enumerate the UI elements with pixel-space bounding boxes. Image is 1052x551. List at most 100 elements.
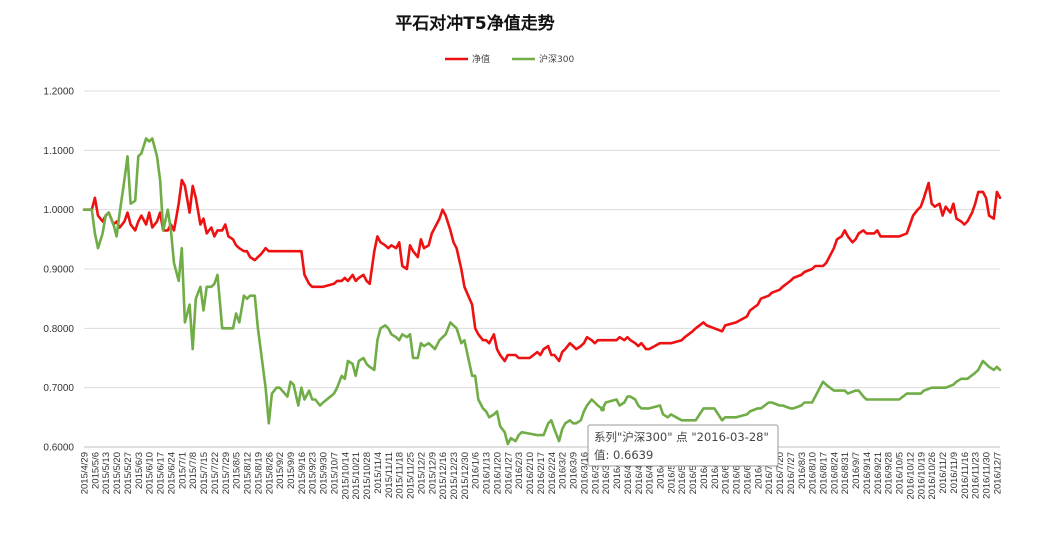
x-tick-label: 2015/7/22 xyxy=(210,452,221,494)
x-tick-label: 2016/6/8 xyxy=(710,452,721,489)
x-tick-label: 2015/9/30 xyxy=(319,452,330,494)
x-tick-label: 2015/7/29 xyxy=(221,452,232,494)
x-tick-label: 2016/4/27 xyxy=(645,452,656,494)
x-tick-label: 2015/7/8 xyxy=(188,452,199,489)
x-tick-label: 2016/1/20 xyxy=(493,452,504,494)
y-tick-label: 0.6000 xyxy=(43,443,74,454)
x-tick-label: 2015/5/20 xyxy=(112,452,123,494)
x-tick-label: 2016/1/13 xyxy=(482,452,493,494)
x-tick-label: 2016/11/9 xyxy=(949,452,960,494)
x-tick-label: 2015/8/5 xyxy=(232,452,243,489)
x-tick-label: 2016/2/24 xyxy=(547,452,558,494)
x-tick-label: 2016/5/18 xyxy=(677,452,688,494)
legend-label-net-value: 净值 xyxy=(472,53,490,65)
tooltip-box xyxy=(587,424,779,467)
x-tick-label: 2015/11/25 xyxy=(406,452,417,499)
x-tick-label: 2016/5/25 xyxy=(688,452,699,494)
series-line-hs300[interactable] xyxy=(82,137,1002,446)
legend: 净值 沪深300 xyxy=(445,53,574,65)
x-tick-label: 2016/1/27 xyxy=(503,452,514,494)
x-tick-label: 2016/5/4 xyxy=(656,452,667,489)
x-tick-label: 2016/11/30 xyxy=(982,452,993,499)
x-tick-label: 2016/9/28 xyxy=(884,452,895,494)
x-tick-label: 2016/10/26 xyxy=(927,452,938,500)
x-tick-label: 2016/2/3 xyxy=(514,452,525,489)
x-tick-label: 2015/6/10 xyxy=(145,452,156,494)
series-line-net-value[interactable] xyxy=(82,178,1002,363)
x-tick-label: 2016/3/23 xyxy=(590,452,601,494)
x-tick-label: 2016/4/13 xyxy=(623,452,634,494)
x-tick-label: 2015/11/4 xyxy=(373,452,384,494)
x-tick-label: 2015/12/9 xyxy=(427,452,438,494)
x-tick-label: 2015/9/23 xyxy=(308,452,319,494)
x-tick-label: 2016/3/30 xyxy=(601,452,612,494)
x-tick-label: 2015/6/24 xyxy=(166,452,177,494)
x-tick-label: 2015/11/11 xyxy=(384,452,395,498)
tooltip-line-2: 值: 0.6639 xyxy=(594,448,653,462)
x-tick-label: 2016/3/9 xyxy=(569,452,580,489)
x-tick-label: 2016/2/17 xyxy=(536,452,547,494)
x-tick-label: 2016/12/7 xyxy=(992,452,1003,494)
x-tick-label: 2016/11/2 xyxy=(938,452,949,494)
chart-title: 平石对冲T5净值走势 xyxy=(395,13,554,34)
x-tick-label: 2015/5/13 xyxy=(101,452,112,494)
x-tick-label: 2016/4/20 xyxy=(634,452,645,494)
x-tick-label: 2016/8/24 xyxy=(829,452,840,494)
legend-label-hs300: 沪深300 xyxy=(539,53,574,65)
x-tick-label: 2015/12/23 xyxy=(449,452,460,500)
x-tick-label: 2016/6/15 xyxy=(721,452,732,494)
x-tick-label: 2015/8/26 xyxy=(264,452,275,494)
x-tick-label: 2015/6/3 xyxy=(134,452,145,489)
x-tick-label: 2015/6/17 xyxy=(156,452,167,494)
x-tick-label: 2015/12/30 xyxy=(460,452,471,500)
x-tick-label: 2016/2/10 xyxy=(525,452,536,494)
x-tick-label: 2016/9/14 xyxy=(862,452,873,494)
highlighted-data-point[interactable] xyxy=(600,406,605,412)
tooltip-line-1: 系列"沪深300" 点 "2016-03-28" xyxy=(594,430,769,444)
x-tick-label: 2016/11/23 xyxy=(971,452,982,499)
x-tick-label: 2016/7/20 xyxy=(775,452,786,494)
x-tick-label: 2016/6/1 xyxy=(699,452,710,489)
x-tick-label: 2016/6/29 xyxy=(742,452,753,494)
x-tick-label: 2016/9/7 xyxy=(851,452,862,489)
x-tick-label: 2016/11/16 xyxy=(960,452,971,499)
x-tick-label: 2015/5/6 xyxy=(90,452,101,489)
x-tick-label: 2015/10/21 xyxy=(351,452,362,500)
x-tick-label: 2016/7/6 xyxy=(753,452,764,489)
y-tick-label: 0.9000 xyxy=(43,265,74,276)
x-tick-label: 2015/9/16 xyxy=(297,452,308,494)
x-tick-label: 2016/3/2 xyxy=(558,452,569,489)
x-tick-label: 2016/4/6 xyxy=(612,452,623,489)
x-tick-label: 2015/8/19 xyxy=(253,452,264,494)
x-tick-label: 2016/10/12 xyxy=(906,452,917,500)
x-tick-label: 2016/8/3 xyxy=(797,452,808,489)
x-axis: 2015/4/29 2015/5/6 2015/5/13 2015/5/20 2015/… xyxy=(80,446,1003,500)
y-tick-label: 1.1000 xyxy=(43,146,74,157)
x-tick-label: 2016/7/13 xyxy=(764,452,775,494)
x-tick-label: 2015/9/9 xyxy=(286,452,297,489)
x-tick-label: 2015/7/15 xyxy=(199,452,210,494)
x-tick-label: 2016/7/27 xyxy=(786,452,797,494)
x-tick-label: 2016/5/11 xyxy=(666,452,677,494)
x-tick-label: 2015/10/28 xyxy=(362,452,373,500)
x-tick-label: 2015/11/18 xyxy=(395,452,406,499)
x-tick-label: 2015/12/2 xyxy=(416,452,427,494)
x-tick-label: 2016/8/31 xyxy=(840,452,851,494)
x-tick-label: 2015/5/27 xyxy=(123,452,134,494)
x-tick-label: 2016/10/5 xyxy=(895,452,906,494)
x-tick-label: 2015/9/2 xyxy=(275,452,286,489)
x-tick-label: 2016/8/17 xyxy=(819,452,830,494)
x-tick-label: 2016/10/19 xyxy=(916,452,927,500)
x-tick-label: 2016/6/22 xyxy=(732,452,743,494)
y-tick-label: 1.0000 xyxy=(43,205,74,216)
data-tooltip: 系列"沪深300" 点 "2016-03-28" 值: 0.6639 xyxy=(587,424,779,467)
x-tick-label: 2015/12/16 xyxy=(438,452,449,500)
y-tick-label: 0.8000 xyxy=(43,324,74,335)
x-tick-label: 2015/8/12 xyxy=(243,452,254,494)
x-tick-label: 2016/9/21 xyxy=(873,452,884,494)
series-lines xyxy=(82,137,1002,446)
x-tick-label: 2015/10/7 xyxy=(330,452,341,494)
x-tick-label: 2016/8/10 xyxy=(808,452,819,494)
x-tick-label: 2015/10/14 xyxy=(340,452,351,500)
